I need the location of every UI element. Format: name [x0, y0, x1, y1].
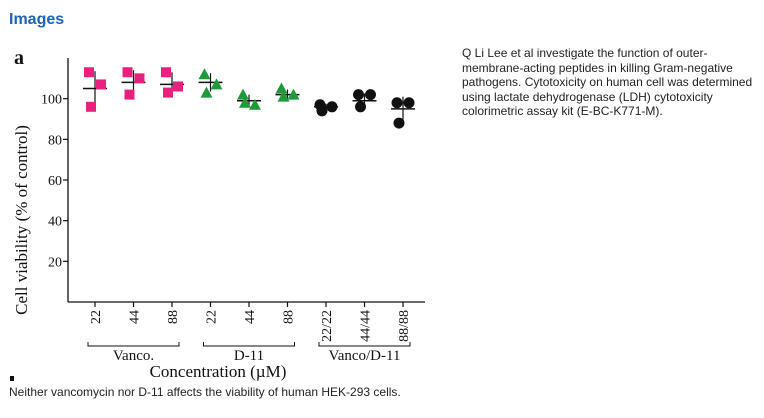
data-point	[403, 97, 415, 109]
data-point	[355, 101, 366, 113]
axes: 20 40 60 80 100	[41, 58, 425, 307]
y-tick-label: 60	[48, 174, 62, 189]
data-point	[198, 68, 211, 80]
data-point	[353, 89, 364, 101]
group-label: Vanco.	[113, 348, 154, 364]
data-point	[277, 90, 290, 102]
category-label: 22	[205, 310, 220, 324]
image-description: Q Li Lee et al investigate the function …	[462, 46, 753, 118]
caption-marker	[10, 376, 14, 381]
data-point	[391, 97, 403, 109]
data-point	[124, 89, 135, 100]
data-point	[161, 67, 171, 78]
data-points	[83, 67, 415, 129]
data-point	[237, 88, 249, 100]
category-labels: 22 44 88 22 44 88 22/22 44/44 88/88 Vanco. D-11 Van…	[87, 310, 412, 364]
figure-caption: Neither vancomycin nor D-11 affects the …	[9, 385, 401, 399]
data-point	[393, 117, 405, 129]
group-bracket	[87, 342, 180, 347]
data-point	[275, 82, 288, 94]
category-label: 88	[166, 310, 181, 324]
data-point	[316, 105, 328, 117]
group-label: D-11	[234, 348, 264, 364]
category-label: 44	[128, 310, 143, 324]
data-point	[365, 89, 376, 101]
data-point	[134, 73, 145, 84]
data-point	[163, 87, 173, 98]
category-label: 22	[89, 310, 104, 324]
y-tick-label: 100	[41, 93, 62, 108]
figure-panel: a Cell viability (% of control) Concentr…	[0, 40, 450, 390]
y-tick-label: 20	[48, 255, 62, 270]
data-point	[122, 67, 133, 78]
category-label: 44	[243, 310, 258, 324]
section-title: Images	[9, 11, 65, 28]
category-label: 44/44	[359, 310, 374, 342]
category-label: 88/88	[397, 310, 412, 342]
group-bracket	[318, 342, 411, 347]
x-axis-label: Concentration (µM)	[150, 362, 287, 381]
data-point	[96, 79, 106, 90]
data-point	[173, 81, 183, 92]
category-label: 88	[282, 310, 297, 324]
data-point	[239, 96, 251, 108]
y-tick-label: 40	[48, 215, 62, 230]
data-point	[84, 67, 94, 78]
data-point	[287, 88, 300, 100]
data-point	[326, 101, 338, 113]
panel-label: a	[14, 47, 24, 69]
data-point	[210, 78, 223, 90]
data-point	[86, 101, 96, 112]
y-axis-label: Cell viability (% of control)	[12, 125, 31, 315]
group-bracket	[203, 342, 295, 347]
category-label: 22/22	[320, 310, 335, 342]
data-point	[200, 86, 213, 98]
y-tick-label: 80	[48, 133, 62, 148]
group-label: Vanco/D-11	[329, 348, 401, 364]
cell-viability-chart: a Cell viability (% of control) Concentr…	[12, 47, 425, 381]
data-point	[249, 98, 261, 110]
